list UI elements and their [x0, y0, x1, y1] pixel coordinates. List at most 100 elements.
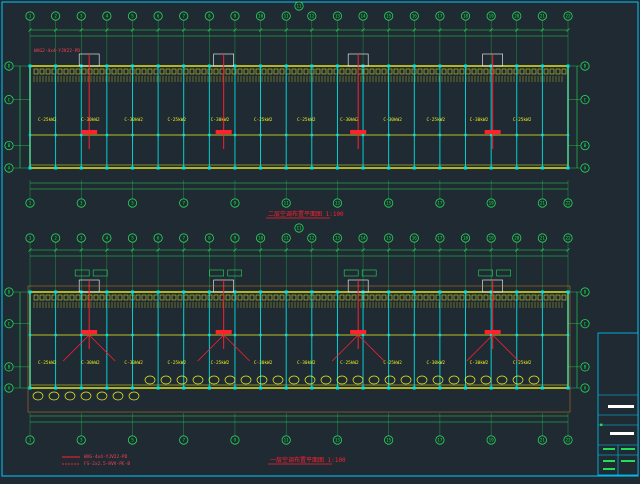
- dimension-tick: [515, 248, 519, 252]
- window-symbol: [99, 68, 105, 75]
- column-top: [105, 64, 109, 68]
- window-symbol: [237, 294, 243, 301]
- window-symbol: [111, 294, 117, 301]
- row-bubble-left-B-label: B: [8, 143, 11, 148]
- axis-bubble-bottom-19-label: 19: [489, 438, 495, 443]
- dimension-tick: [130, 28, 135, 32]
- indoor-unit-symbol: [176, 375, 188, 385]
- room-ac-label: C-25kW2: [340, 360, 359, 366]
- dimension-tick: [105, 248, 109, 252]
- indoor-unit-symbol: [432, 375, 444, 385]
- column-bottom: [105, 386, 109, 390]
- center-axis-bubble-circle: [294, 223, 304, 233]
- window-symbol: [363, 294, 369, 301]
- axis-bubble-bottom-22-label: 22: [565, 438, 571, 443]
- window-symbol: [501, 68, 507, 75]
- column-top: [182, 64, 186, 68]
- axis-bubble-bottom-11-label: 11: [284, 438, 290, 443]
- feeder-line: [357, 334, 385, 362]
- equipment-tag: [74, 269, 90, 277]
- center-axis-bubble-label: 11: [296, 226, 302, 231]
- window-symbol: [39, 68, 45, 75]
- column-middle: [156, 333, 160, 337]
- feeder-line: [88, 334, 116, 362]
- window-symbol: [75, 68, 81, 75]
- indoor-unit-symbol: [528, 375, 540, 385]
- building-outline: [29, 65, 569, 169]
- window-symbol: [171, 294, 177, 301]
- column-middle: [182, 333, 185, 337]
- dimension-tick: [258, 28, 263, 32]
- axis-bubble-top-4-label: 4: [106, 14, 109, 19]
- window-symbol: [333, 68, 339, 75]
- column-top: [566, 64, 570, 68]
- window-symbol: [351, 294, 357, 301]
- window-symbol: [429, 294, 435, 301]
- axis-bubble-bottom-21-label: 21: [540, 438, 546, 443]
- indoor-unit-symbol: [368, 375, 380, 385]
- row-bubble-left-C-label: C: [8, 97, 11, 102]
- axis-bubble-bottom-1-label: 1: [29, 438, 32, 443]
- equipment-tag: [343, 269, 359, 277]
- row-bubble-right-A-label: A: [584, 166, 587, 171]
- room-ac-label: C-25kW2: [297, 117, 316, 123]
- column-middle: [54, 333, 57, 337]
- window-symbol: [63, 294, 69, 301]
- window-symbol: [225, 68, 231, 75]
- column-top: [259, 64, 263, 68]
- column-top: [28, 64, 32, 68]
- room-ac-label: C-25kW2: [168, 117, 187, 123]
- axis-bubble-top-2-label: 2: [54, 14, 57, 19]
- window-symbol: [375, 68, 381, 75]
- axis-bubble-bottom-19-label: 19: [489, 201, 495, 206]
- column-middle: [80, 333, 83, 337]
- row-bubble-right-D-label: D: [584, 290, 587, 295]
- dimension-tick: [130, 248, 135, 252]
- feeder-line: [492, 334, 519, 362]
- window-symbol: [459, 294, 465, 301]
- row-bubble-right-A-circle: [580, 383, 590, 393]
- axis-bubble-top-9-label: 9: [234, 236, 237, 241]
- window-symbol: [249, 294, 255, 301]
- feeder-line: [197, 334, 224, 362]
- window-symbol: [429, 68, 435, 75]
- column-top: [438, 290, 442, 294]
- column-middle: [131, 133, 134, 137]
- column-top: [412, 290, 416, 294]
- column-bottom: [79, 386, 83, 390]
- column-bottom: [310, 166, 314, 170]
- axis-bubble-top-15-label: 15: [386, 236, 392, 241]
- axis-bubble-top-8-label: 8: [208, 14, 211, 19]
- window-symbol: [435, 294, 441, 301]
- column-middle: [233, 333, 237, 337]
- window-symbol: [561, 68, 567, 75]
- axis-bubble-top-13-label: 13: [335, 14, 341, 19]
- indoor-unit-symbol: [32, 391, 44, 401]
- column-middle: [541, 133, 544, 137]
- window-symbol: [141, 294, 147, 301]
- window-symbol: [291, 294, 297, 301]
- window-symbol: [129, 294, 135, 301]
- column-middle: [438, 133, 442, 137]
- window-symbol: [171, 68, 177, 75]
- axis-bubble-top-6-label: 6: [157, 14, 160, 19]
- window-symbol: [327, 68, 333, 75]
- window-symbol: [459, 68, 465, 75]
- window-symbol: [183, 68, 189, 75]
- column-bottom: [515, 386, 519, 390]
- axis-bubble-bottom-9-label: 9: [234, 201, 237, 206]
- column-bottom: [489, 386, 493, 390]
- indoor-unit-symbol: [304, 375, 316, 385]
- axis-bubble-bottom-11-label: 11: [284, 201, 290, 206]
- dimension-tick: [489, 28, 493, 32]
- window-symbol: [189, 294, 195, 301]
- column-bottom: [566, 166, 570, 170]
- dimension-tick: [207, 248, 212, 252]
- indoor-unit-symbol: [144, 375, 156, 385]
- column-middle: [336, 333, 339, 337]
- axis-bubble-top-13-label: 13: [335, 236, 341, 241]
- window-symbol: [69, 294, 75, 301]
- room-ac-label: C-25kW2: [168, 360, 187, 366]
- window-symbol: [159, 68, 165, 75]
- dimension-tick: [489, 248, 493, 252]
